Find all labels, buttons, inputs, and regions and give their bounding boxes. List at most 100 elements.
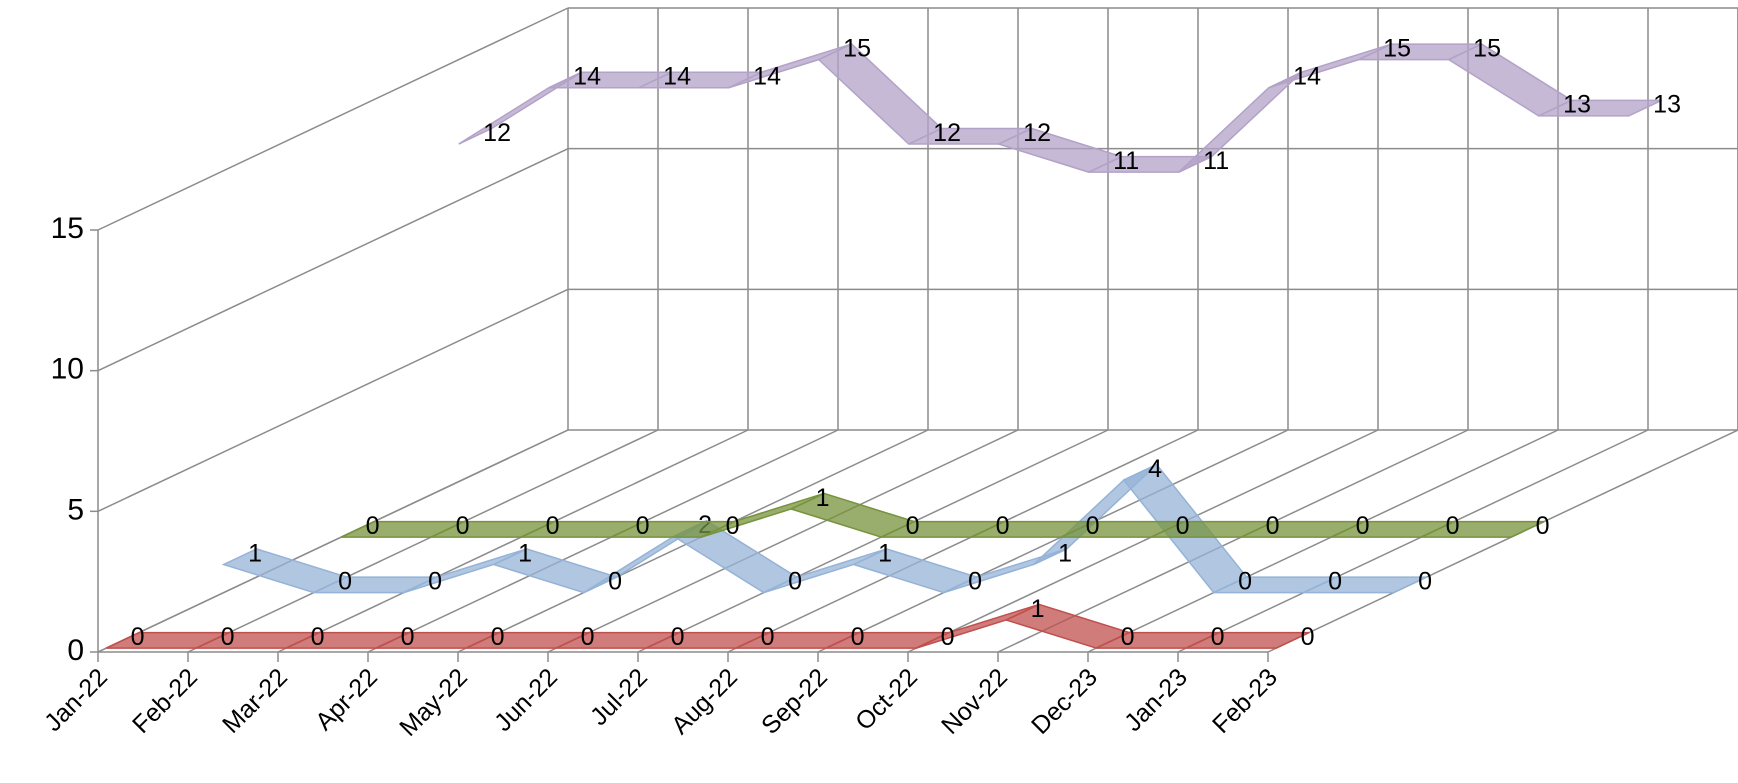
side-grid-line [97,288,569,513]
y-tick-label: 15 [51,212,84,245]
data-label: 11 [1113,147,1139,175]
x-tick-label: Aug-22 [666,663,743,740]
data-label: 0 [546,512,560,540]
data-label: 1 [816,484,830,512]
x-tick-label: Apr-22 [310,663,383,736]
data-label: 0 [761,623,775,651]
data-label: 12 [1023,119,1051,147]
data-label: 1 [1058,539,1072,567]
data-label: 14 [573,63,601,91]
data-label: 0 [221,623,235,651]
data-label: 0 [906,512,920,540]
series: 12 14 14 14 15 12 12 11 11 14 15 15 13 13 [458,34,1681,175]
data-label: 13 [1653,91,1681,119]
x-tick-label: Dec-23 [1026,663,1103,740]
series: 0 0 0 0 0 1 0 0 0 0 0 0 0 0 [340,484,1550,540]
data-label: 14 [753,63,781,91]
data-label: 0 [338,567,352,595]
x-tick-label: Jan-23 [1119,663,1193,737]
y-tick-label: 10 [51,353,84,386]
side-grid-line [97,147,569,372]
data-label: 0 [491,623,505,651]
ribbon-segment [1538,99,1662,117]
data-label: 14 [1293,63,1321,91]
x-tick-label: May-22 [394,663,473,742]
floor-line [637,429,1109,653]
data-label: 1 [518,539,532,567]
data-label: 0 [401,623,415,651]
data-label: 0 [851,623,865,651]
data-label: 1 [878,539,892,567]
x-tick-label: Mar-22 [217,663,293,739]
data-label: 14 [663,63,691,91]
floor-line [997,429,1469,653]
data-label: 0 [1301,623,1315,651]
series: 0 0 0 0 0 0 0 0 0 0 1 0 0 0 [105,595,1315,651]
data-label: 0 [1176,512,1190,540]
y-tick-label: 0 [67,634,84,667]
data-label: 1 [248,539,262,567]
data-label: 0 [456,512,470,540]
data-label: 11 [1203,147,1229,175]
floor-line [97,429,569,653]
data-label: 1 [1031,595,1045,623]
data-label: 0 [1086,512,1100,540]
data-label: 0 [1536,512,1550,540]
floor-line [1177,429,1649,653]
data-label: 0 [636,512,650,540]
data-label: 0 [428,567,442,595]
floor-line [907,429,1379,653]
data-label: 0 [1211,623,1225,651]
floor-line [817,429,1289,653]
ribbon-segment [1447,43,1574,117]
x-tick-label: Sep-22 [756,663,833,740]
floor-line [1087,429,1559,653]
data-label: 0 [996,512,1010,540]
x-tick-label: Nov-22 [936,663,1013,740]
data-label: 0 [1121,623,1135,651]
ribbon-segment [1185,631,1310,649]
data-label: 0 [581,623,595,651]
ribbon-segment [1420,520,1545,538]
data-label: 0 [608,567,622,595]
side-grid-line [97,7,569,231]
data-label: 0 [131,623,145,651]
data-label: 15 [1383,34,1411,62]
data-label: 0 [311,623,325,651]
x-tick-label: Jul-22 [585,663,653,731]
floor-line [367,429,839,653]
data-label: 15 [843,34,871,62]
data-label: 0 [941,623,955,651]
ribbon-segment [1303,576,1427,594]
data-label: 0 [671,623,685,651]
data-label: 4 [1148,455,1162,483]
data-label: 0 [366,512,380,540]
data-label: 0 [1418,567,1432,595]
x-tick-label: Feb-23 [1207,663,1283,739]
x-tick-label: Jan-22 [39,663,113,737]
x-tick-label: Feb-22 [127,663,203,739]
y-tick-label: 5 [67,493,84,526]
floor-line [547,429,1019,653]
floor-line [727,429,1199,653]
data-label: 0 [1238,567,1252,595]
data-label: 0 [1446,512,1460,540]
x-tick-label: Oct-22 [850,663,923,736]
floor-line [277,429,749,653]
data-label: 0 [1328,567,1342,595]
x-tick-label: Jun-22 [489,663,563,737]
floor-line [1267,429,1738,653]
ribbon-segment [1178,71,1303,173]
ribbon-segment [817,43,943,145]
data-label: 15 [1473,34,1501,62]
data-label: 0 [1356,512,1370,540]
floor-line [187,429,659,653]
data-label: 13 [1563,91,1591,119]
data-label: 0 [1266,512,1280,540]
data-label: 12 [483,119,511,147]
ribbon-segment [1268,43,1392,89]
data-label: 0 [726,512,740,540]
data-label: 0 [968,567,982,595]
data-label: 12 [933,119,961,147]
